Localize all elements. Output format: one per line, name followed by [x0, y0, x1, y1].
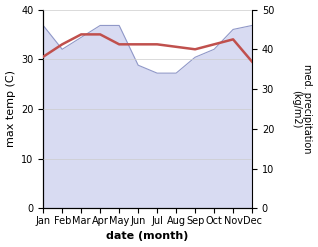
Y-axis label: max temp (C): max temp (C): [5, 70, 16, 147]
Y-axis label: med. precipitation
(kg/m2): med. precipitation (kg/m2): [291, 64, 313, 154]
X-axis label: date (month): date (month): [107, 231, 189, 242]
